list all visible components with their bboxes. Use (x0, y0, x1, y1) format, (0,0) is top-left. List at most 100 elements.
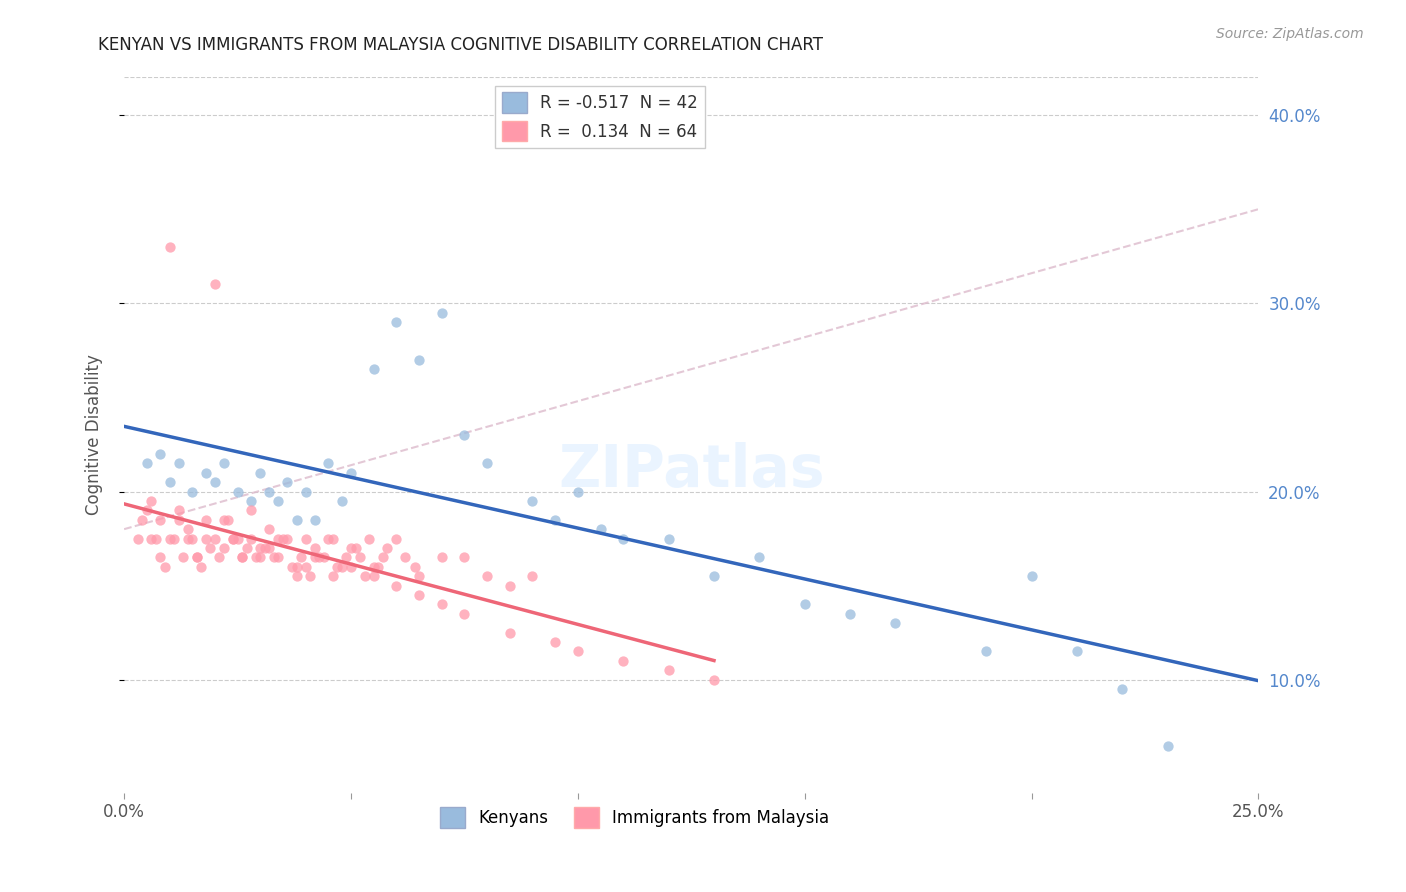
Point (172, 550, 194, 565)
Point (330, 494, 353, 508)
Point (204, 475, 226, 489)
Point (141, 494, 163, 508)
Point (145, 532, 167, 546)
Point (218, 513, 240, 527)
Point (703, 673, 725, 687)
Point (235, 541, 257, 555)
Point (1111, 682, 1133, 697)
Point (167, 503, 190, 517)
Point (167, 513, 190, 527)
Point (149, 513, 172, 527)
Point (176, 522, 198, 536)
Point (249, 550, 271, 565)
Point (430, 550, 453, 565)
Point (408, 569, 430, 583)
Point (167, 456, 190, 470)
Point (181, 484, 204, 499)
Point (240, 503, 263, 517)
Point (304, 550, 326, 565)
Y-axis label: Cognitive Disability: Cognitive Disability (86, 355, 103, 516)
Point (793, 598, 815, 612)
Point (340, 466, 363, 480)
Point (330, 559, 353, 574)
Point (475, 569, 498, 583)
Point (430, 306, 453, 320)
Point (263, 550, 285, 565)
Point (304, 541, 326, 555)
Legend: Kenyans, Immigrants from Malaysia: Kenyans, Immigrants from Malaysia (433, 801, 835, 834)
Point (375, 541, 398, 555)
Point (259, 541, 281, 555)
Point (240, 532, 263, 546)
Point (703, 569, 725, 583)
Point (404, 559, 426, 574)
Point (141, 532, 163, 546)
Point (159, 475, 181, 489)
Point (385, 532, 408, 546)
Point (285, 513, 308, 527)
Point (1021, 569, 1043, 583)
Point (131, 513, 153, 527)
Point (249, 541, 271, 555)
Point (176, 532, 198, 546)
Point (658, 532, 681, 546)
Point (208, 550, 231, 565)
Point (222, 532, 245, 546)
Point (371, 550, 394, 565)
Point (385, 579, 408, 593)
Point (212, 541, 235, 555)
Point (153, 559, 176, 574)
Point (499, 625, 522, 640)
Point (186, 550, 208, 565)
Point (589, 522, 612, 536)
Point (363, 569, 385, 583)
Point (135, 503, 157, 517)
Point (259, 484, 281, 499)
Point (340, 541, 363, 555)
Text: ZIPatlas: ZIPatlas (558, 442, 824, 500)
Point (294, 484, 316, 499)
Point (453, 607, 475, 621)
Point (285, 569, 308, 583)
Point (544, 635, 567, 649)
Point (544, 513, 567, 527)
Point (163, 532, 186, 546)
Point (974, 644, 997, 658)
Point (253, 541, 276, 555)
Point (159, 240, 181, 254)
Point (658, 663, 681, 677)
Point (249, 466, 271, 480)
Point (567, 484, 589, 499)
Point (335, 550, 357, 565)
Point (294, 532, 316, 546)
Point (281, 559, 304, 574)
Point (294, 559, 316, 574)
Point (612, 654, 634, 668)
Point (359, 532, 381, 546)
Point (1066, 644, 1088, 658)
Point (349, 550, 371, 565)
Point (135, 456, 157, 470)
Point (285, 559, 308, 574)
Point (408, 588, 430, 602)
Point (149, 447, 172, 461)
Point (290, 550, 312, 565)
Point (276, 475, 298, 489)
Point (363, 559, 385, 574)
Point (344, 541, 367, 555)
Point (267, 532, 290, 546)
Point (212, 456, 235, 470)
Point (308, 550, 330, 565)
Point (522, 494, 544, 508)
Point (748, 550, 770, 565)
Point (271, 532, 294, 546)
Point (190, 559, 212, 574)
Point (499, 579, 522, 593)
Point (276, 532, 298, 546)
Point (194, 532, 217, 546)
Point (567, 644, 589, 658)
Point (363, 362, 385, 376)
Point (204, 532, 226, 546)
Point (522, 569, 544, 583)
Point (226, 484, 249, 499)
